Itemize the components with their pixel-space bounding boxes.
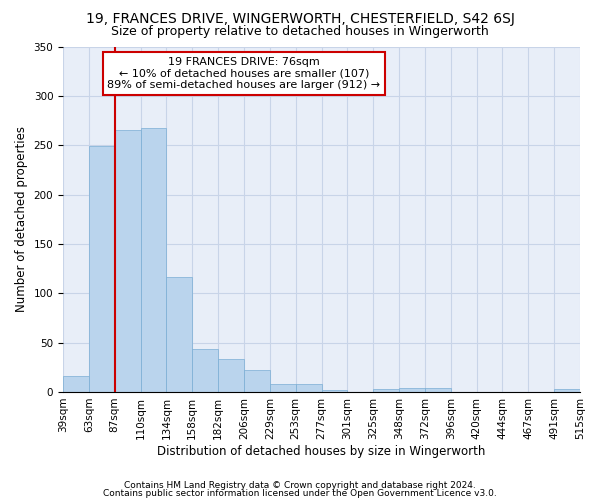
Bar	[115, 130, 140, 392]
Bar	[218, 360, 244, 392]
Bar	[425, 388, 451, 392]
Bar	[399, 388, 425, 392]
Bar	[140, 128, 166, 392]
Bar	[554, 389, 580, 392]
X-axis label: Distribution of detached houses by size in Wingerworth: Distribution of detached houses by size …	[157, 444, 486, 458]
Bar	[63, 376, 89, 392]
Text: Contains HM Land Registry data © Crown copyright and database right 2024.: Contains HM Land Registry data © Crown c…	[124, 481, 476, 490]
Text: Size of property relative to detached houses in Wingerworth: Size of property relative to detached ho…	[111, 25, 489, 38]
Bar	[373, 389, 399, 392]
Bar	[322, 390, 347, 392]
Bar	[244, 370, 270, 392]
Bar	[270, 384, 296, 392]
Bar	[192, 348, 218, 392]
Bar	[296, 384, 322, 392]
Text: 19 FRANCES DRIVE: 76sqm
← 10% of detached houses are smaller (107)
89% of semi-d: 19 FRANCES DRIVE: 76sqm ← 10% of detache…	[107, 57, 380, 90]
Bar	[89, 146, 115, 392]
Text: 19, FRANCES DRIVE, WINGERWORTH, CHESTERFIELD, S42 6SJ: 19, FRANCES DRIVE, WINGERWORTH, CHESTERF…	[86, 12, 514, 26]
Text: Contains public sector information licensed under the Open Government Licence v3: Contains public sector information licen…	[103, 488, 497, 498]
Bar	[166, 278, 192, 392]
Y-axis label: Number of detached properties: Number of detached properties	[15, 126, 28, 312]
